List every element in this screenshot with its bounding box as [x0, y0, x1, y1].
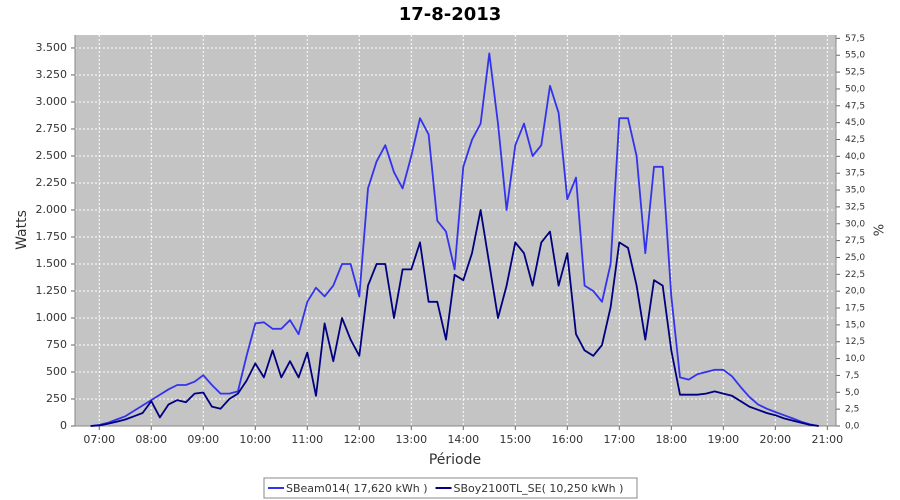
x-tick-label: 20:00	[759, 433, 791, 446]
x-tick-label: 18:00	[655, 433, 687, 446]
y2-tick-label: 7,5	[845, 371, 859, 381]
y2-tick-label: 47,5	[845, 101, 865, 111]
x-tick-label: 11:00	[291, 433, 323, 446]
x-tick-label: 19:00	[707, 433, 739, 446]
y-tick-label: 3.250	[36, 68, 68, 81]
y2-tick-label: 15,0	[845, 320, 865, 330]
x-tick-label: 14:00	[447, 433, 479, 446]
y2-tick-label: 5,0	[845, 388, 860, 398]
x-tick-label: 13:00	[395, 433, 427, 446]
y2-tick-label: 0,0	[845, 422, 860, 432]
y-tick-label: 1.250	[36, 284, 68, 297]
y2-tick-label: 22,5	[845, 270, 865, 280]
y-tick-label: 2.250	[36, 176, 68, 189]
series-line	[90, 52, 819, 427]
y2-tick-label: 27,5	[845, 236, 865, 246]
y2-tick-label: 12,5	[845, 337, 865, 347]
y2-tick-label: 25,0	[845, 253, 865, 263]
y2-tick-label: 10,0	[845, 354, 865, 364]
y2-axis-label: %	[873, 224, 888, 236]
y-tick-label: 3.000	[36, 95, 68, 108]
y2-tick-label: 37,5	[845, 169, 865, 179]
legend-label: SBoy2100TL_SE( 10,250 kWh )	[454, 482, 624, 495]
x-tick-label: 10:00	[239, 433, 271, 446]
plot-area	[75, 35, 836, 426]
y-tick-label: 1.500	[36, 257, 68, 270]
x-tick-label: 15:00	[499, 433, 531, 446]
x-tick-label: 16:00	[551, 433, 583, 446]
y-tick-label: 2.000	[36, 203, 68, 216]
x-tick-label: 17:00	[603, 433, 635, 446]
y-tick-label: 3.500	[36, 41, 68, 54]
x-axis-label: Période	[429, 452, 481, 468]
y-tick-label: 2.500	[36, 149, 68, 162]
y2-tick-label: 50,0	[845, 84, 865, 94]
y2-tick-label: 20,0	[845, 287, 865, 297]
y2-tick-label: 52,5	[845, 68, 865, 78]
y-axis-label: Watts	[14, 210, 30, 250]
y2-tick-label: 40,0	[845, 152, 865, 162]
x-tick-label: 08:00	[135, 433, 167, 446]
x-tick-label: 21:00	[811, 433, 843, 446]
y-tick-label: 1.750	[36, 230, 68, 243]
y2-tick-label: 57,5	[845, 34, 865, 44]
x-tick-label: 12:00	[343, 433, 375, 446]
y-tick-label: 750	[46, 338, 67, 351]
y-tick-label: 500	[46, 365, 67, 378]
y-tick-label: 1.000	[36, 311, 68, 324]
y2-tick-label: 30,0	[845, 219, 865, 229]
y2-tick-label: 2,5	[845, 405, 859, 415]
y-tick-label: 250	[46, 392, 67, 405]
y2-tick-label: 55,0	[845, 51, 865, 61]
series-line	[90, 209, 819, 427]
y2-tick-label: 35,0	[845, 186, 865, 196]
y2-tick-label: 45,0	[845, 118, 865, 128]
y-tick-label: 0	[60, 419, 67, 432]
x-tick-label: 09:00	[187, 433, 219, 446]
y2-tick-label: 17,5	[845, 304, 865, 314]
y-tick-label: 2.750	[36, 122, 68, 135]
y2-tick-label: 42,5	[845, 135, 865, 145]
y2-tick-label: 32,5	[845, 202, 865, 212]
legend-label: SBeam014( 17,620 kWh )	[286, 482, 428, 495]
chart-title: 17-8-2013	[399, 4, 502, 25]
x-tick-label: 07:00	[83, 433, 115, 446]
